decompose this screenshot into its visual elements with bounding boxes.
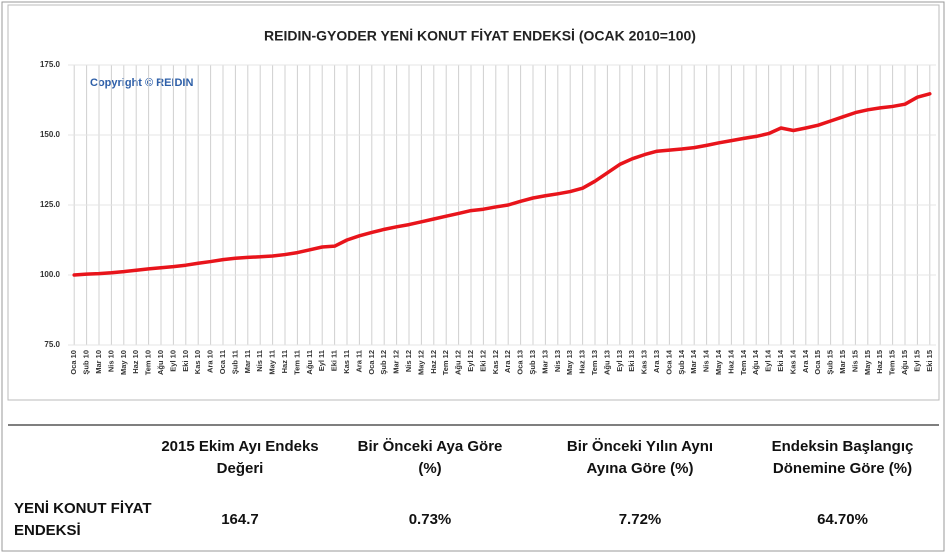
x-tick-label: Şub 12: [379, 350, 388, 375]
x-tick-label: Tem 11: [292, 350, 301, 375]
x-tick-label: Mar 12: [392, 350, 401, 374]
x-tick-label: Şub 15: [826, 350, 835, 375]
x-tick-label: Kas 10: [193, 350, 202, 374]
x-tick-label: Haz 12: [429, 350, 438, 374]
x-tick-label: Mar 10: [94, 350, 103, 374]
x-tick-label: Eki 11: [330, 350, 339, 371]
x-tick-label: Eyl 15: [912, 350, 921, 372]
x-tick-label: Tem 13: [590, 350, 599, 375]
x-tick-label: May 15: [863, 350, 872, 375]
x-tick-label: Şub 11: [230, 350, 239, 374]
x-tick-label: Eyl 11: [317, 350, 326, 371]
row-label: YENİ KONUT FİYAT ENDEKSİ: [14, 500, 152, 539]
x-tick-label: Oca 14: [664, 349, 673, 374]
x-tick-label: Tem 14: [739, 349, 748, 375]
x-tick-label: Nis 15: [850, 350, 859, 372]
x-tick-label: Ağu 11: [305, 350, 314, 375]
x-tick-label: Tem 12: [441, 350, 450, 375]
x-tick-label: Eyl 10: [168, 350, 177, 372]
x-tick-label: Ağu 15: [900, 350, 909, 375]
chart-title: REIDIN-GYODER YENİ KONUT FİYAT ENDEKSİ (…: [264, 28, 696, 44]
x-tick-label: Ara 13: [652, 350, 661, 373]
x-tick-label: May 11: [268, 350, 277, 375]
x-tick-label: Şub 14: [677, 349, 686, 374]
table-cell: 0.73%: [408, 511, 452, 528]
y-tick-label: 175.0: [40, 60, 61, 69]
x-tick-label: Kas 11: [342, 350, 351, 374]
x-tick-label: Nis 11: [255, 350, 264, 372]
table-header: Endeksin Başlangıç Dönemine Göre (%): [771, 438, 914, 477]
table-cell: 7.72%: [618, 511, 662, 528]
line: [72, 92, 932, 277]
x-tick-label: Eyl 13: [615, 350, 624, 372]
x-tick-label: Haz 14: [726, 349, 735, 374]
x-tick-label: Ara 12: [503, 350, 512, 373]
y-tick-label: 75.0: [44, 340, 60, 349]
x-tick-label: Kas 13: [640, 350, 649, 374]
x-tick-label: Nis 14: [702, 349, 711, 372]
x-tick-label: Ara 10: [206, 350, 215, 373]
table-cell: 164.7: [221, 511, 259, 528]
x-tick-label: Mar 11: [243, 350, 252, 373]
x-tick-label: Şub 10: [82, 350, 91, 375]
x-tick-label: Ara 14: [801, 349, 810, 373]
x-tick-label: Oca 10: [69, 350, 78, 375]
x-tick-label: Eki 13: [627, 350, 636, 372]
x-tick-label: May 10: [119, 350, 128, 375]
x-tick-label: May 14: [714, 349, 723, 375]
x-tick-label: Eki 10: [181, 350, 190, 372]
x-tick-label: Nis 10: [106, 350, 115, 372]
x-tick-label: Kas 12: [491, 350, 500, 374]
x-tick-label: Oca 15: [813, 350, 822, 375]
x-tick-label: Tem 15: [888, 350, 897, 375]
x-tick-label: Ağu 12: [454, 350, 463, 375]
x-tick-label: Ağu 14: [751, 349, 760, 375]
y-tick-label: 100.0: [40, 270, 61, 279]
x-tick-label: Haz 13: [578, 350, 587, 374]
x-tick-label: May 13: [565, 350, 574, 375]
x-tick-label: Şub 13: [528, 350, 537, 375]
x-tick-label: Mar 14: [689, 349, 698, 374]
x-tick-label: Ağu 10: [156, 350, 165, 375]
x-tick-label: Haz 15: [875, 350, 884, 374]
x-tick-label: Ağu 13: [602, 350, 611, 375]
table-header: Bir Önceki Yılın Aynı Ayına Göre (%): [566, 438, 714, 477]
x-tick-label: Eki 14: [776, 349, 785, 372]
table-header: 2015 Ekim Ayı Endeks Değeri: [161, 438, 319, 477]
x-tick-label: Mar 13: [540, 350, 549, 374]
y-tick-label: 150.0: [40, 130, 61, 139]
x-tick-label: Eyl 14: [764, 349, 773, 372]
x-tick-label: Kas 14: [788, 349, 797, 374]
x-tick-label: Haz 11: [280, 350, 289, 373]
x-tick-label: Ara 11: [354, 350, 363, 373]
y-tick-label: 125.0: [40, 200, 61, 209]
x-tick-label: Eki 12: [478, 350, 487, 372]
table-header: Bir Önceki Aya Göre (%): [357, 438, 503, 477]
x-tick-label: Nis 12: [404, 350, 413, 372]
annotation: Copyright © REIDIN: [90, 77, 193, 89]
table-cell: 64.70%: [817, 511, 868, 528]
x-tick-label: Tem 10: [144, 350, 153, 375]
x-tick-label: Eki 15: [925, 350, 934, 372]
x-tick-label: May 12: [416, 350, 425, 375]
x-tick-label: Oca 12: [367, 350, 376, 375]
chart-frame: [7, 4, 940, 401]
x-tick-label: Haz 10: [131, 350, 140, 374]
x-tick-label: Oca 13: [516, 350, 525, 375]
x-tick-label: Mar 15: [838, 350, 847, 374]
x-tick-label: Oca 11: [218, 350, 227, 374]
x-tick-label: Nis 13: [553, 350, 562, 372]
x-tick-label: Eyl 12: [466, 350, 475, 372]
